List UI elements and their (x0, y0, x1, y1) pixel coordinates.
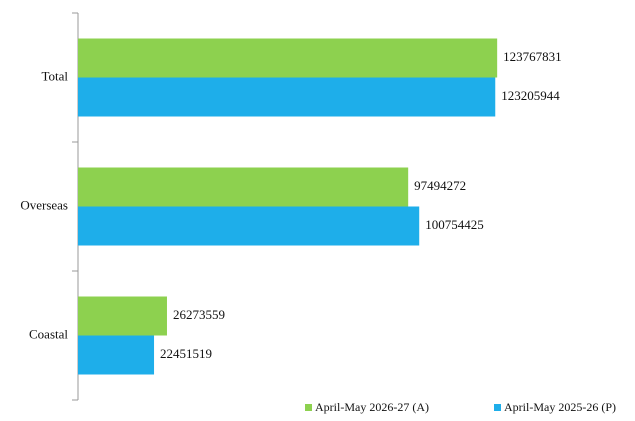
bar (78, 206, 420, 246)
bar (78, 167, 409, 207)
data-label: 97494272 (414, 178, 466, 193)
data-label: 123205944 (501, 88, 560, 103)
bar (78, 296, 167, 336)
y-tick-label: Total (41, 68, 68, 83)
data-label: 22451519 (160, 346, 212, 361)
bar (78, 77, 496, 117)
data-label: 26273559 (173, 307, 225, 322)
legend-label: April-May 2026-27 (A) (315, 400, 429, 414)
bar (78, 335, 155, 375)
legend-swatch (494, 404, 501, 411)
y-tick-label: Overseas (20, 197, 68, 212)
bar (78, 38, 498, 78)
legend-swatch (305, 404, 312, 411)
legend-label: April-May 2025-26 (P) (504, 400, 616, 414)
y-tick-label: Coastal (29, 326, 68, 341)
data-label: 100754425 (425, 217, 484, 232)
data-label: 123767831 (503, 49, 562, 64)
